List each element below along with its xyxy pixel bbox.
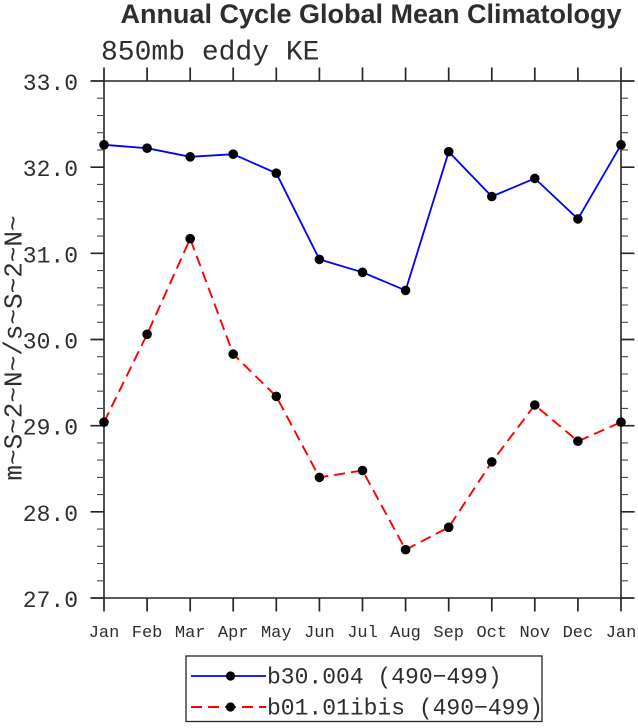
svg-text:Aug: Aug xyxy=(390,624,421,643)
svg-text:Oct: Oct xyxy=(476,624,507,643)
svg-text:Apr: Apr xyxy=(218,624,249,643)
svg-text:b30.004 (490−499): b30.004 (490−499) xyxy=(267,665,502,691)
svg-text:Jan: Jan xyxy=(89,624,120,643)
svg-text:28.0: 28.0 xyxy=(23,502,78,528)
svg-text:Jul: Jul xyxy=(347,624,378,643)
svg-text:Mar: Mar xyxy=(175,624,206,643)
svg-text:Jun: Jun xyxy=(304,624,335,643)
svg-text:b01.01ibis (490−499): b01.01ibis (490−499) xyxy=(267,696,543,722)
svg-text:Jan: Jan xyxy=(606,624,637,643)
svg-text:30.0: 30.0 xyxy=(23,330,78,356)
svg-text:27.0: 27.0 xyxy=(23,588,78,614)
svg-text:33.0: 33.0 xyxy=(23,71,78,97)
svg-text:29.0: 29.0 xyxy=(23,416,78,442)
svg-text:Dec: Dec xyxy=(563,624,594,643)
svg-text:Feb: Feb xyxy=(132,624,163,643)
svg-text:850mb eddy KE: 850mb eddy KE xyxy=(101,38,319,69)
svg-text:m~S~2~N~/s~S~2~N~: m~S~2~N~/s~S~2~N~ xyxy=(0,215,30,480)
svg-text:Sep: Sep xyxy=(433,624,464,643)
svg-text:Nov: Nov xyxy=(519,624,550,643)
svg-text:31.0: 31.0 xyxy=(23,243,78,269)
svg-text:Annual Cycle Global Mean Clima: Annual Cycle Global Mean Climatology xyxy=(120,0,621,29)
svg-text:32.0: 32.0 xyxy=(23,157,78,183)
svg-text:May: May xyxy=(261,624,292,643)
